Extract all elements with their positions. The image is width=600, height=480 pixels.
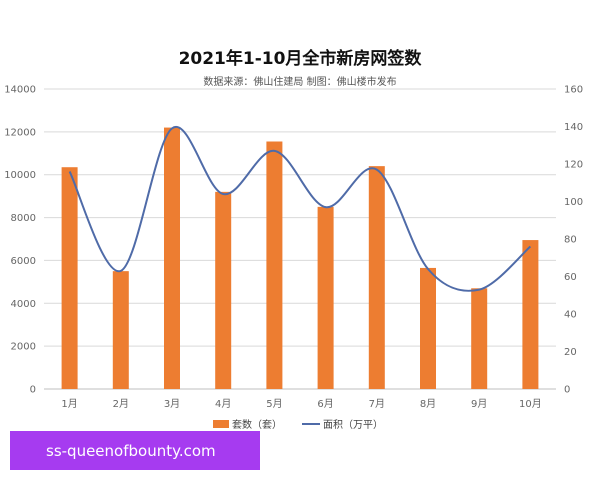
- left-tick-label: 6000: [11, 256, 36, 267]
- x-tick-label: 5月: [266, 398, 282, 410]
- x-tick-label: 10月: [519, 398, 542, 410]
- watermark-banner: ss-queenofbounty.com: [10, 431, 260, 470]
- bar: [215, 191, 232, 389]
- left-tick-label: 10000: [4, 170, 36, 181]
- x-tick-label: 7月: [369, 398, 385, 410]
- right-tick-label: 80: [564, 235, 577, 246]
- bar: [471, 288, 488, 389]
- bar: [61, 167, 78, 389]
- left-tick-label: 0: [30, 385, 36, 396]
- left-axis: 0 2000 4000 6000 8000 10000 12000 14000: [4, 85, 36, 396]
- right-tick-label: 20: [564, 347, 577, 358]
- watermark-text: ss-queenofbounty.com: [46, 441, 216, 460]
- bar: [522, 240, 539, 389]
- left-tick-label: 8000: [11, 213, 36, 224]
- bar: [317, 206, 334, 389]
- x-tick-label: 6月: [317, 398, 333, 410]
- line-series: [68, 125, 532, 292]
- legend-bar-label: 套数（套）: [232, 418, 282, 431]
- legend-bar-swatch: [213, 420, 229, 428]
- bar: [368, 166, 385, 389]
- chart-title: 2021年1-10月全市新房网签数: [179, 48, 423, 69]
- left-tick-label: 2000: [11, 342, 36, 353]
- right-tick-label: 100: [564, 197, 583, 208]
- legend: 套数（套） 面积（万平）: [213, 418, 383, 431]
- left-tick-label: 4000: [11, 299, 36, 310]
- bar: [112, 271, 129, 389]
- right-tick-label: 140: [564, 122, 583, 133]
- x-tick-label: 2月: [113, 398, 129, 410]
- bar-series: [61, 127, 539, 390]
- right-tick-label: 160: [564, 85, 583, 96]
- right-axis: 0 20 40 60 80 100 120 140 160: [564, 85, 583, 396]
- right-tick-label: 40: [564, 310, 577, 321]
- legend-line-label: 面积（万平）: [323, 419, 383, 431]
- left-tick-label: 14000: [4, 85, 36, 96]
- bar: [266, 141, 283, 389]
- right-tick-label: 60: [564, 272, 577, 283]
- x-tick-label: 3月: [164, 398, 180, 410]
- x-tick-label: 4月: [215, 398, 231, 410]
- bar: [164, 127, 180, 390]
- line-path: [68, 125, 532, 292]
- x-axis: 1月 2月 3月 4月 5月 6月 7月 8月 9月 10月: [61, 398, 541, 410]
- x-tick-label: 9月: [471, 398, 487, 410]
- right-tick-label: 120: [564, 160, 583, 171]
- bar: [420, 267, 436, 389]
- x-tick-label: 1月: [61, 398, 77, 410]
- chart-subtitle: 数据来源：佛山住建局 制图：佛山楼市发布: [203, 75, 396, 88]
- right-tick-label: 0: [564, 385, 570, 396]
- left-tick-label: 12000: [4, 127, 36, 138]
- x-tick-label: 8月: [420, 398, 436, 410]
